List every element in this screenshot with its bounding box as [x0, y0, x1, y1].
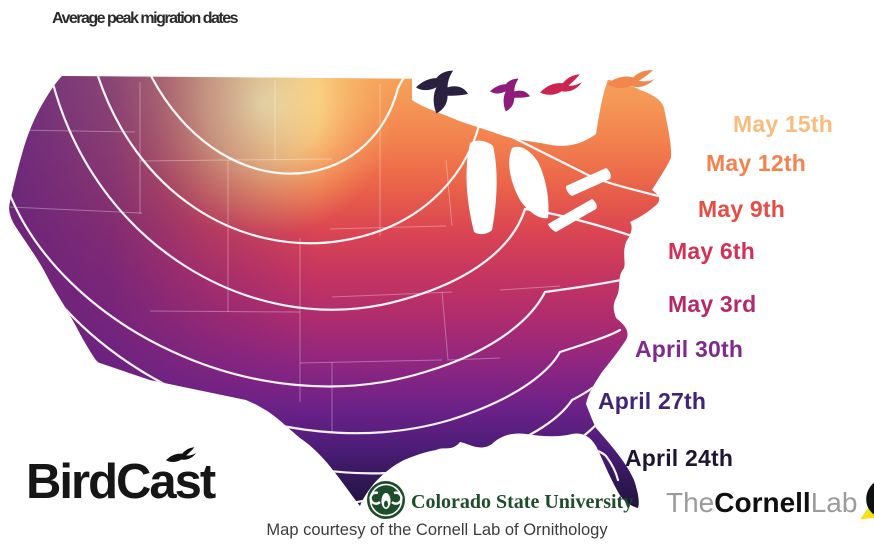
cornell-name: Cornell — [714, 486, 811, 518]
bird-silhouette-purple — [490, 76, 530, 119]
legend-label-april-24: April 24th — [625, 445, 734, 471]
cornell-the: The — [666, 486, 715, 518]
lake-michigan — [466, 140, 497, 235]
cornell-lab-logo: The Cornell Lab — [666, 478, 874, 527]
birdcast-wordmark: BirdCast — [26, 455, 216, 509]
csu-wordmark: Colorado State University — [411, 491, 634, 513]
legend-label-april-27: April 27th — [598, 388, 707, 414]
legend-label-may-12: May 12th — [706, 150, 807, 176]
cornell-lab: Lab — [810, 486, 858, 518]
legend-label-may-3: May 3rd — [668, 291, 757, 317]
lake-erie — [548, 199, 597, 232]
legend-label-may-6: May 6th — [668, 238, 756, 264]
birdcast-bird-icon — [166, 446, 196, 469]
legend-label-may-15: May 15th — [733, 111, 834, 137]
state-borders — [9, 80, 561, 432]
sapsucker-bird-icon — [859, 472, 874, 527]
map-caption: Map courtesy of the Cornell Lab of Ornit… — [266, 521, 608, 539]
birdcast-logo: BirdCast — [26, 447, 216, 509]
legend-label-april-30: April 30th — [635, 336, 744, 362]
page-title: Average peak migration dates — [52, 10, 239, 27]
legend-label-may-9: May 9th — [698, 196, 786, 222]
csu-ram-icon — [366, 480, 406, 525]
lake-ontario — [566, 168, 611, 196]
lake-huron — [509, 146, 549, 219]
csu-logo: Colorado State University — [366, 480, 633, 525]
bird-silhouette-orange — [607, 64, 655, 99]
bird-silhouette-crimson — [540, 72, 582, 103]
bird-silhouette-navy — [416, 68, 468, 121]
